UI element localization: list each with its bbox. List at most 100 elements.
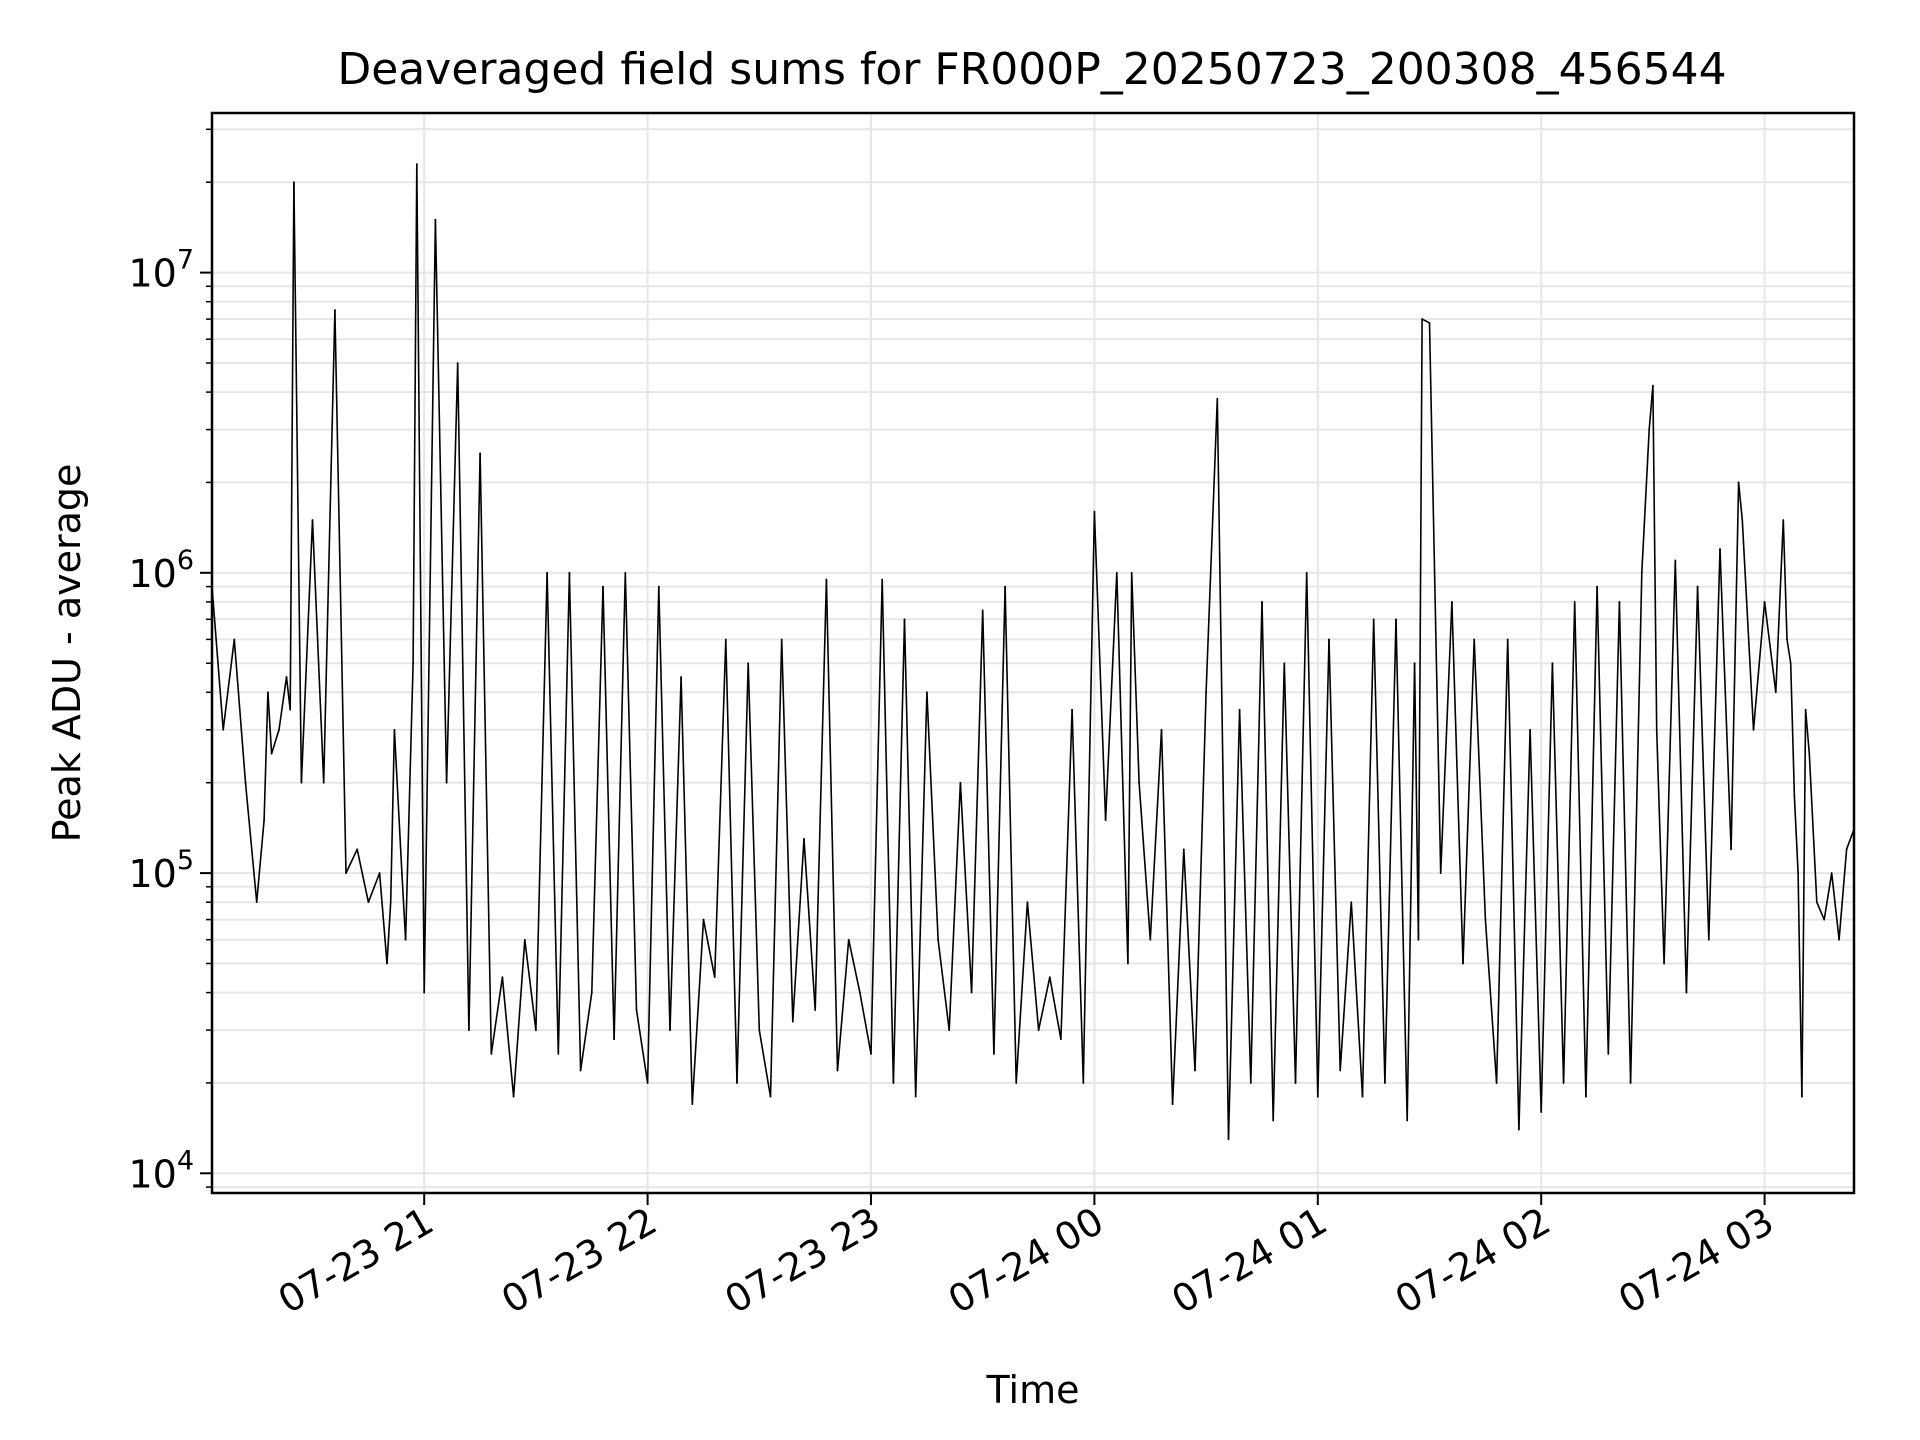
series-segment [903,618,917,1098]
series-segment [579,991,593,1072]
series-segment [367,872,381,904]
series-segment [1082,510,1096,1084]
series-segment [1737,481,1744,521]
series-segment [937,938,951,1031]
series-segment [657,585,671,1031]
series-segment [959,781,973,994]
series-segment [1060,708,1073,1040]
series-segment [334,309,347,874]
series-segment [1339,901,1353,1072]
series-segment [1484,918,1498,1084]
series-segment [702,918,716,979]
series-segment [624,571,638,1011]
series-segment [1797,872,1803,1098]
series-segment [1652,384,1658,731]
series-segment [1127,571,1133,965]
x-axis-label: Time [986,1368,1080,1412]
series-segment [1261,601,1274,1122]
series-segment [270,728,280,755]
series-segment [267,691,273,755]
series-segment [1752,601,1766,731]
series-segment [1384,618,1397,1084]
series-segment [1823,872,1833,921]
y-axis: 104 105 106 107 [128,128,212,1196]
series-segment [1518,728,1531,1131]
series-segment [404,662,414,941]
series-segment [1763,601,1777,694]
series-segment [1049,976,1062,1040]
series-segment [1227,708,1241,1140]
series-segment [1406,662,1416,1122]
series-segment [1719,548,1732,851]
y-axis-label: Peak ADU - average [45,464,89,843]
series-segment [490,976,504,1055]
series-segment [1421,318,1431,324]
series-segment [1573,601,1587,1098]
series-segment [278,676,288,731]
series-segment [1194,691,1207,1072]
series-segment [1775,519,1785,694]
series-segment [456,362,470,1031]
minor-gridlines [212,128,1854,1189]
series-segment [747,662,761,1031]
series-segment [1473,638,1487,921]
series-segment [1037,976,1051,1031]
series-segment [1641,428,1650,574]
series-segment [434,218,448,784]
series-segment [1015,901,1029,1084]
series-segment [222,638,236,731]
series-segment [1607,601,1621,1055]
series-segment [356,848,370,904]
series-segment [311,519,325,784]
series-segment [1741,519,1755,731]
series-segment [1804,708,1811,755]
series-segment [1238,708,1252,1084]
series-segment [1171,848,1185,1105]
series-segment [1596,585,1610,1055]
series-segment [479,452,493,1055]
y-tick-label: 107 [128,245,194,296]
series-segment [1205,397,1219,694]
series-segment [1655,728,1665,965]
series-segment [389,728,396,904]
series-segment [501,976,515,1098]
series-segment [970,609,984,994]
series-segment [1272,662,1286,1122]
series-segment [870,578,884,1055]
series-segment [1685,585,1699,994]
series-segment [1801,708,1807,1098]
series-segment [1789,662,1796,798]
series-segment [1116,571,1129,965]
series-segment [1451,601,1464,965]
series-segment [769,638,783,1098]
series-segment [1439,601,1453,874]
series-segment [1551,662,1565,1084]
series-segment [724,638,738,1084]
series-segment [1663,559,1677,965]
series-segment [244,781,258,904]
series-segment [780,638,794,1023]
series-segment [613,571,627,1040]
y-tick-label: 106 [128,545,194,596]
series-segment [1562,601,1576,1084]
series-segment [211,585,224,731]
series-segment [803,838,817,1011]
series-segment [322,309,336,784]
series-segment [825,578,839,1072]
series-segment [1350,901,1364,1098]
series-segment [293,181,303,784]
series-segment [386,901,392,965]
series-segment [1305,571,1319,1098]
series-segment [590,585,604,994]
series-segment [1004,585,1018,1084]
series-segment [263,691,269,822]
series-segment [512,938,526,1098]
series-segment [1361,618,1375,1098]
series-segment [948,781,962,1031]
series-layer [211,163,1855,1140]
series-segment [289,181,295,711]
series-segment [1629,571,1643,1084]
series-segment [1372,618,1386,1084]
y-tick-label: 104 [128,1145,194,1196]
